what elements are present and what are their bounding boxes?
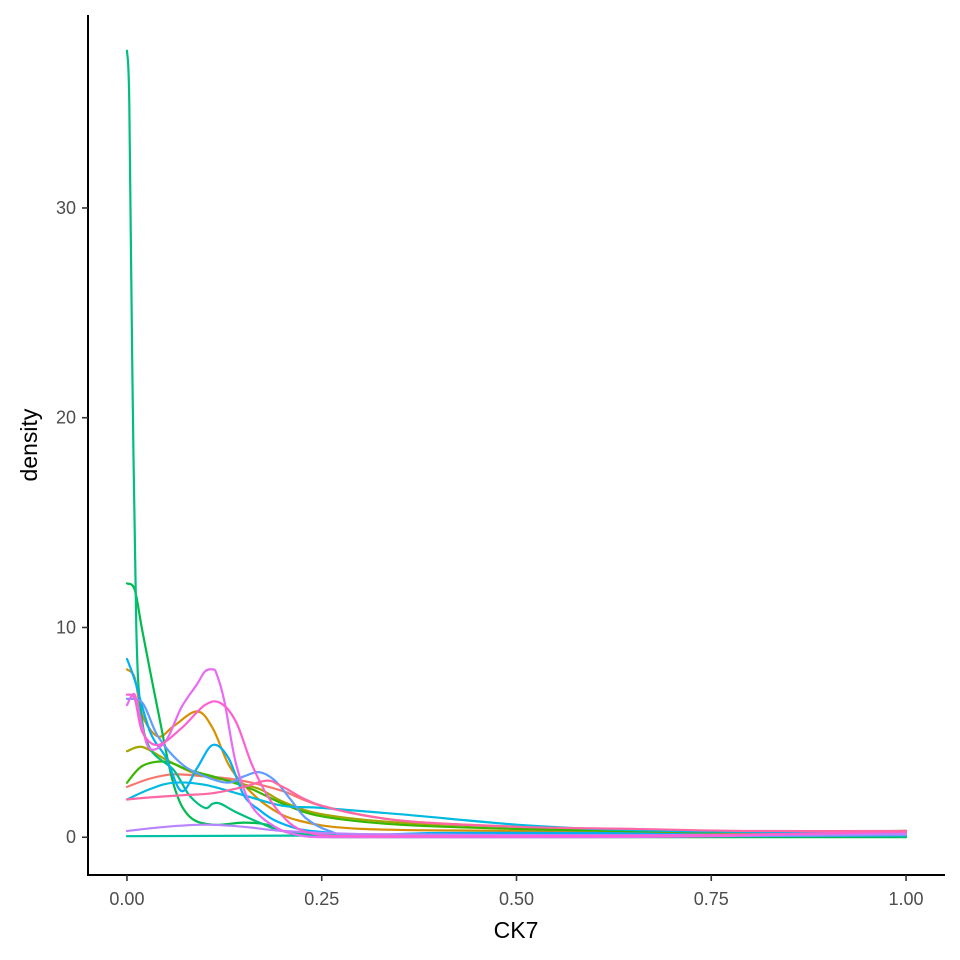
- x-axis-title: CK7: [494, 917, 539, 943]
- density-line-series-6: [125, 49, 908, 838]
- density-line-series-8: [125, 781, 908, 835]
- x-tick-label: 0.50: [499, 889, 534, 909]
- y-tick-label: 30: [56, 198, 76, 218]
- y-axis-title: density: [16, 408, 42, 481]
- density-line-series-9: [125, 657, 908, 837]
- y-tick-label: 0: [66, 827, 76, 847]
- x-ticks: 0.00 0.25 0.50 0.75 1.00: [109, 875, 924, 909]
- series-layer: [125, 49, 908, 839]
- density-line-series-14: [125, 779, 908, 833]
- x-tick-label: 1.00: [889, 889, 924, 909]
- density-line-series-12: [125, 668, 908, 839]
- density-line-series-13: [125, 693, 908, 838]
- y-tick-label: 10: [56, 617, 76, 637]
- y-tick-label: 20: [56, 408, 76, 428]
- density-line-series-5: [125, 582, 908, 839]
- x-tick-label: 0.25: [304, 889, 339, 909]
- x-tick-label: 0.00: [109, 889, 144, 909]
- y-ticks: 0 10 20 30: [56, 198, 88, 847]
- x-tick-label: 0.75: [694, 889, 729, 909]
- density-line-series-2: [125, 668, 908, 835]
